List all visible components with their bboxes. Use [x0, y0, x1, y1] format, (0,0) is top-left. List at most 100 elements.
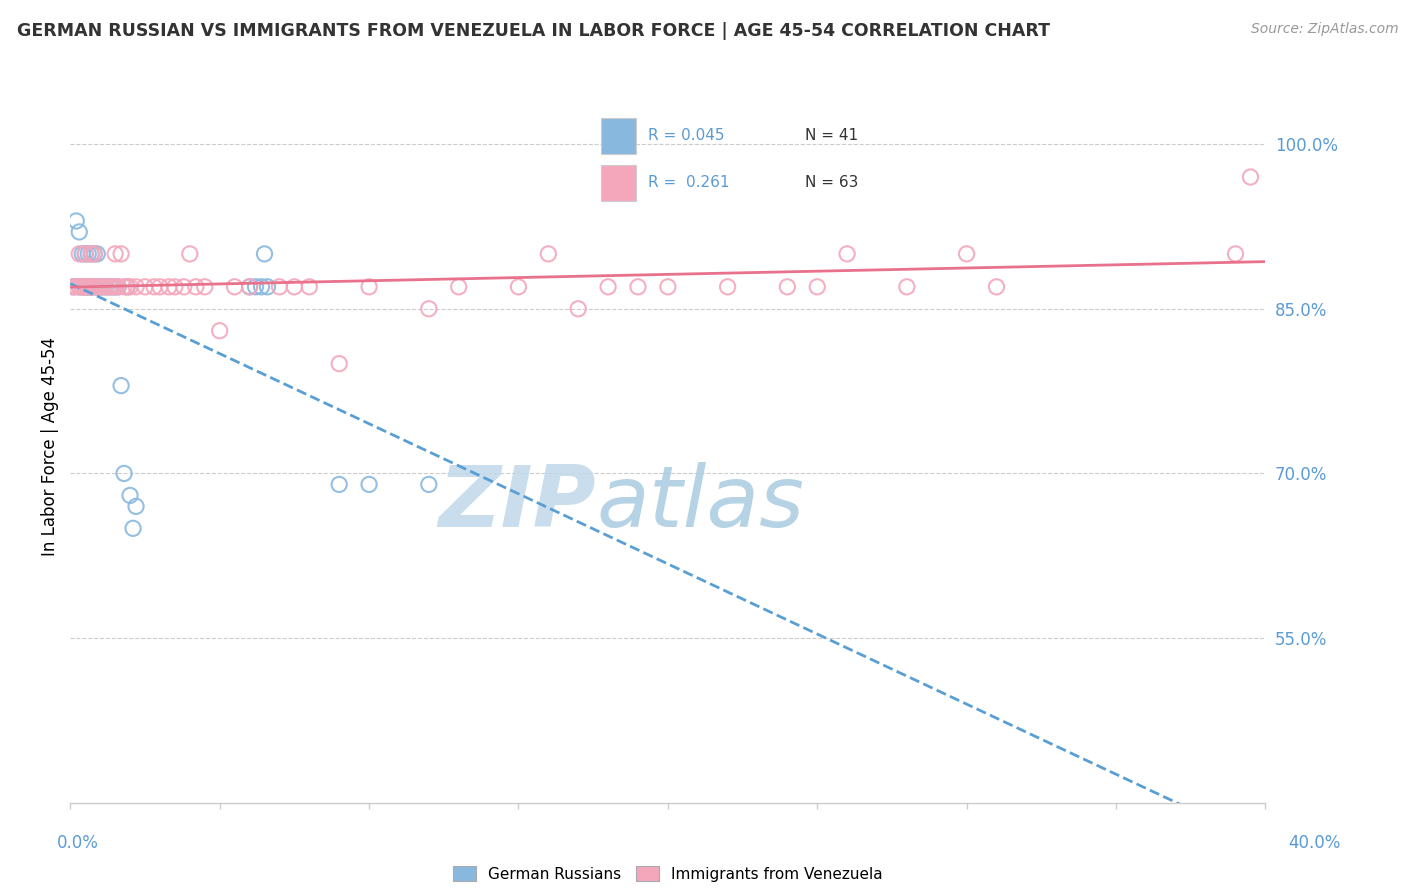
- Point: [86, 280, 108, 294]
- Point: [75, 280, 97, 294]
- Point: [157, 280, 180, 294]
- Point: [239, 280, 262, 294]
- Point: [418, 301, 440, 316]
- Point: [567, 301, 589, 316]
- Y-axis label: In Labor Force | Age 45-54: In Labor Force | Age 45-54: [41, 336, 59, 556]
- Point: [537, 247, 560, 261]
- Point: [70, 280, 93, 294]
- Point: [77, 280, 100, 294]
- Point: [125, 280, 148, 294]
- Point: [256, 280, 278, 294]
- Point: [627, 280, 650, 294]
- Point: [120, 280, 141, 294]
- Point: [83, 247, 105, 261]
- Point: [83, 280, 105, 294]
- Point: [89, 280, 111, 294]
- Point: [598, 280, 620, 294]
- Point: [80, 280, 103, 294]
- Point: [184, 280, 207, 294]
- Point: [328, 357, 350, 371]
- Legend: German Russians, Immigrants from Venezuela: German Russians, Immigrants from Venezue…: [447, 860, 889, 888]
- Point: [75, 280, 97, 294]
- Point: [77, 280, 100, 294]
- Point: [956, 247, 979, 261]
- Point: [70, 280, 93, 294]
- Point: [96, 280, 118, 294]
- Point: [70, 280, 93, 294]
- Point: [86, 280, 108, 294]
- Point: [91, 280, 114, 294]
- Point: [179, 247, 201, 261]
- Point: [80, 280, 103, 294]
- Point: [67, 247, 90, 261]
- Point: [163, 280, 186, 294]
- Point: [418, 477, 440, 491]
- Point: [80, 247, 103, 261]
- Text: Source: ZipAtlas.com: Source: ZipAtlas.com: [1251, 22, 1399, 37]
- Point: [359, 280, 381, 294]
- Point: [120, 488, 141, 502]
- Point: [508, 280, 530, 294]
- Point: [110, 378, 132, 392]
- Point: [98, 280, 121, 294]
- Text: 0.0%: 0.0%: [56, 834, 98, 852]
- Point: [67, 225, 90, 239]
- Point: [98, 280, 121, 294]
- Point: [250, 280, 273, 294]
- Point: [91, 280, 114, 294]
- Point: [75, 247, 97, 261]
- Point: [67, 280, 90, 294]
- Point: [776, 280, 799, 294]
- Point: [86, 280, 108, 294]
- Point: [70, 247, 93, 261]
- Point: [67, 280, 90, 294]
- Point: [104, 247, 127, 261]
- Point: [122, 521, 145, 535]
- Point: [657, 280, 679, 294]
- Point: [112, 467, 135, 481]
- Point: [328, 477, 350, 491]
- Point: [224, 280, 246, 294]
- Point: [194, 280, 217, 294]
- Point: [89, 280, 111, 294]
- Point: [359, 477, 381, 491]
- Point: [110, 247, 132, 261]
- Point: [115, 280, 138, 294]
- Point: [80, 247, 103, 261]
- Point: [101, 280, 124, 294]
- Point: [1239, 169, 1261, 184]
- Point: [112, 280, 135, 294]
- Point: [83, 247, 105, 261]
- Point: [65, 280, 87, 294]
- Text: ZIP: ZIP: [439, 461, 596, 545]
- Point: [77, 280, 100, 294]
- Point: [134, 280, 156, 294]
- Point: [149, 280, 172, 294]
- Point: [77, 247, 100, 261]
- Text: GERMAN RUSSIAN VS IMMIGRANTS FROM VENEZUELA IN LABOR FORCE | AGE 45-54 CORRELATI: GERMAN RUSSIAN VS IMMIGRANTS FROM VENEZU…: [17, 22, 1050, 40]
- Point: [298, 280, 321, 294]
- Point: [62, 280, 84, 294]
- Point: [75, 280, 97, 294]
- Text: atlas: atlas: [596, 461, 804, 545]
- Point: [1225, 247, 1247, 261]
- Point: [77, 280, 100, 294]
- Point: [115, 280, 138, 294]
- Point: [986, 280, 1008, 294]
- Point: [104, 280, 127, 294]
- Text: 40.0%: 40.0%: [1288, 834, 1341, 852]
- Point: [896, 280, 918, 294]
- Point: [717, 280, 740, 294]
- Point: [125, 500, 148, 514]
- Point: [62, 280, 84, 294]
- Point: [269, 280, 291, 294]
- Point: [89, 280, 111, 294]
- Point: [208, 324, 231, 338]
- Point: [96, 280, 118, 294]
- Point: [143, 280, 166, 294]
- Point: [107, 280, 129, 294]
- Point: [253, 247, 276, 261]
- Point: [80, 280, 103, 294]
- Point: [447, 280, 470, 294]
- Point: [83, 280, 105, 294]
